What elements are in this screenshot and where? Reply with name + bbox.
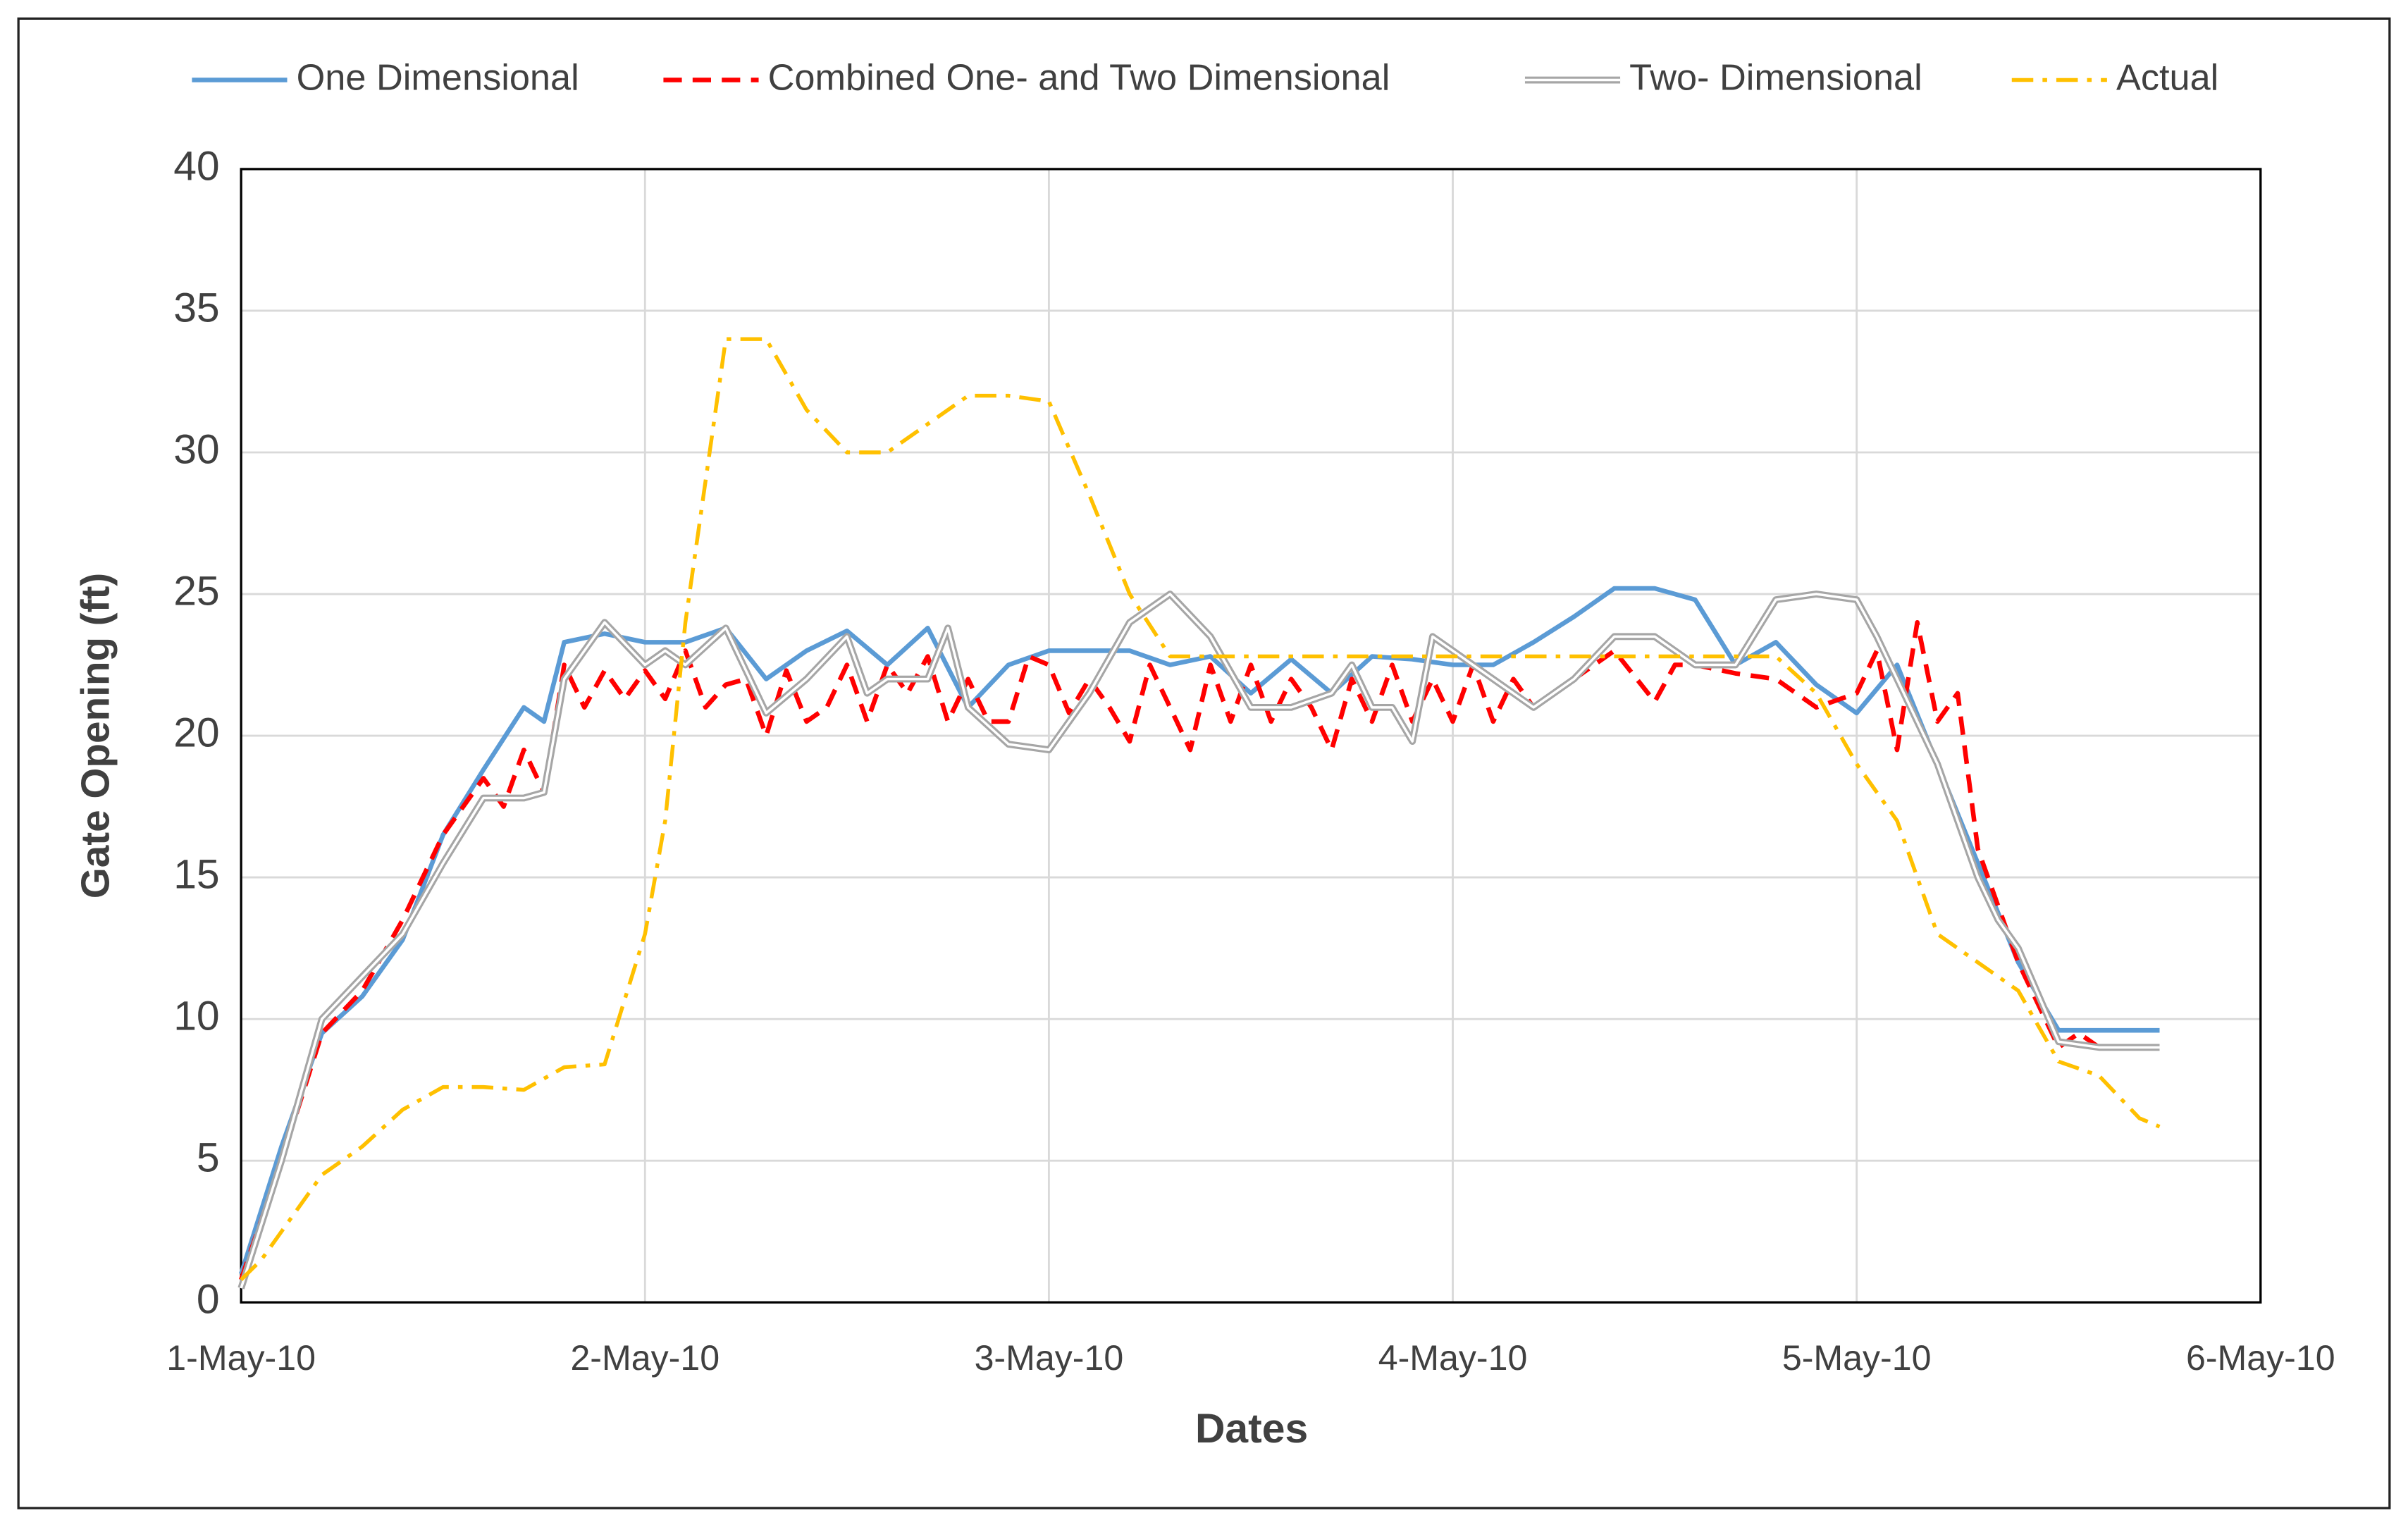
x-tick-label: 3-May-10 [975, 1338, 1124, 1378]
series-line [239, 586, 2160, 1275]
y-tick-label: 10 [173, 994, 219, 1039]
y-tick-label: 0 [197, 1277, 220, 1323]
legend-label: Two- Dimensional [1629, 57, 1922, 98]
series-line-inner [240, 593, 2160, 1289]
legend-label: One Dimensional [297, 57, 579, 98]
x-tick-label: 1-May-10 [166, 1338, 316, 1378]
x-tick-label: 5-May-10 [1782, 1338, 1932, 1378]
y-tick-label: 40 [173, 143, 219, 189]
series-line [240, 337, 2161, 1281]
y-tick-label: 20 [173, 710, 219, 756]
x-tick-label: 6-May-10 [2186, 1338, 2335, 1378]
x-axis-title: Dates [1195, 1406, 1308, 1452]
y-tick-label: 25 [173, 569, 219, 614]
y-tick-label: 30 [173, 427, 219, 473]
legend-label: Combined One- and Two Dimensional [768, 57, 1390, 98]
x-tick-label: 2-May-10 [570, 1338, 720, 1378]
y-tick-label: 35 [173, 285, 219, 331]
plot-area-border [240, 168, 2262, 1304]
x-tick-label: 4-May-10 [1378, 1338, 1528, 1378]
y-tick-label: 5 [197, 1135, 220, 1181]
legend-label: Actual [2116, 57, 2218, 98]
y-tick-label: 15 [173, 852, 219, 898]
chart-frame [17, 17, 2391, 1509]
y-axis-title: Gate Opening (ft) [73, 573, 118, 899]
series-line [239, 619, 2160, 1281]
